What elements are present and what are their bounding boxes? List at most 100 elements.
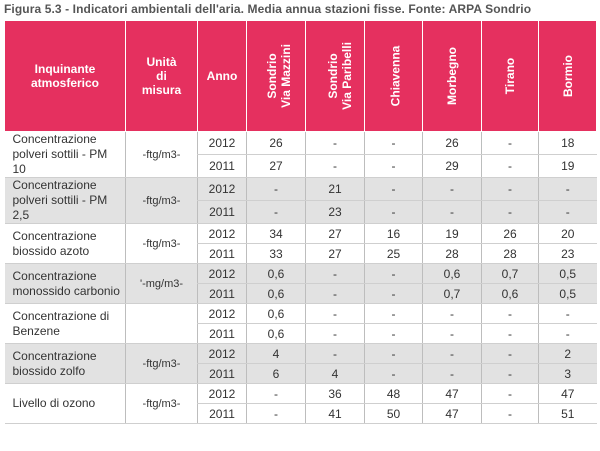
value-cell: - xyxy=(364,343,423,364)
value-cell: 33 xyxy=(246,243,306,264)
unit-of-measure: -ftg/m3- xyxy=(125,131,198,178)
table-row: 2011-41 50 47-51 xyxy=(5,403,597,424)
value-cell: - xyxy=(538,200,597,224)
header-station-bormio: Bormio xyxy=(538,20,597,132)
value-cell: - xyxy=(364,154,423,178)
value-cell: 34 xyxy=(246,223,306,244)
value-cell: 4 xyxy=(246,343,306,364)
value-cell: 0,6 xyxy=(246,303,306,324)
value-cell: 27 xyxy=(246,154,306,178)
pollutant-name: Concentrazione di Benzene xyxy=(4,303,126,344)
year-cell: 2011 xyxy=(197,200,247,224)
value-cell: - xyxy=(481,383,539,404)
value-cell: - xyxy=(305,303,365,324)
year-cell: 2011 xyxy=(197,403,247,424)
table-row: Concentrazione biossido zolfo -ftg/m3- 201… xyxy=(4,343,597,384)
value-cell: 3 xyxy=(538,363,597,384)
value-cell: - xyxy=(364,177,423,201)
value-cell: 36 xyxy=(305,383,365,404)
value-cell: - xyxy=(538,323,597,344)
value-cell: 6 xyxy=(246,363,306,384)
value-cell: 0,6 xyxy=(246,283,306,304)
unit-of-measure xyxy=(125,303,198,344)
year-cell: 2011 xyxy=(197,363,247,384)
value-cell: 47 xyxy=(422,383,482,404)
year-cell: 2012 xyxy=(197,343,247,364)
value-cell: 47 xyxy=(538,383,597,404)
unit-of-measure: -ftg/m3- xyxy=(125,343,198,384)
value-cell: - xyxy=(364,131,423,155)
value-cell: 47 xyxy=(422,403,482,424)
value-cell: - xyxy=(364,363,423,384)
value-cell: 16 xyxy=(364,223,423,244)
value-cell: 21 xyxy=(305,177,365,201)
value-cell: - xyxy=(246,383,306,404)
table-row: 2011 6 4- - -3 xyxy=(5,363,597,384)
unit-of-measure: -ftg/m3- xyxy=(125,223,198,264)
table-row: 2011-23- - - - xyxy=(5,200,597,224)
value-cell: - xyxy=(481,323,539,344)
value-cell: - xyxy=(481,200,539,224)
value-cell: 51 xyxy=(538,403,597,424)
value-cell: - xyxy=(305,154,365,178)
value-cell: - xyxy=(538,303,597,324)
value-cell: - xyxy=(364,263,423,284)
pollutant-name: Concentrazione polveri sottili - PM 10 xyxy=(4,131,126,178)
year-cell: 2012 xyxy=(197,383,247,404)
value-cell: 0,5 xyxy=(538,283,597,304)
pollutant-name: Concentrazione monossido carbonio xyxy=(4,263,126,304)
value-cell: 19 xyxy=(538,154,597,178)
value-cell: 0,5 xyxy=(538,263,597,284)
unit-of-measure: -ftg/m3- xyxy=(125,383,198,424)
header-station-sondrio-mazzini: Sondrio Via Mazzini xyxy=(246,20,306,132)
table-row: Concentrazione polveri sottili - PM 2,5 -… xyxy=(4,177,597,224)
value-cell: 23 xyxy=(305,200,365,224)
value-cell: 26 xyxy=(481,223,539,244)
value-cell: 4 xyxy=(305,363,365,384)
value-cell: - xyxy=(481,303,539,324)
value-cell: - xyxy=(422,303,482,324)
value-cell: 28 xyxy=(481,243,539,264)
value-cell: - xyxy=(481,131,539,155)
value-cell: - xyxy=(246,403,306,424)
value-cell: - xyxy=(246,200,306,224)
value-cell: 19 xyxy=(422,223,482,244)
year-cell: 2012 xyxy=(197,131,247,155)
value-cell: 26 xyxy=(246,131,306,155)
value-cell: 41 xyxy=(305,403,365,424)
value-cell: - xyxy=(481,403,539,424)
table-row: 2011 0,6- -0,7 0,6 0,5 xyxy=(5,283,597,304)
table-row: Concentrazione di Benzene 2012 0,6- - - - - xyxy=(4,303,597,344)
table-row: Livello di ozono -ftg/m3- 2012-36 48 47-47 xyxy=(4,383,597,424)
value-cell: 0,6 xyxy=(246,263,306,284)
header-year: Anno xyxy=(197,20,247,132)
header-unit: Unità di misura xyxy=(125,20,198,132)
value-cell: 48 xyxy=(364,383,423,404)
table-row: 2011 27- -29-19 xyxy=(5,154,597,178)
value-cell: - xyxy=(305,131,365,155)
value-cell: 0,6 xyxy=(246,323,306,344)
air-quality-table: Inquinante atmosferico Unità di misura A… xyxy=(4,20,597,424)
value-cell: 23 xyxy=(538,243,597,264)
table-row: 2011 33 27 25 28 28 23 xyxy=(5,243,597,264)
pollutant-name: Concentrazione polveri sottili - PM 2,5 xyxy=(4,177,126,224)
value-cell: 0,7 xyxy=(422,283,482,304)
value-cell: - xyxy=(305,343,365,364)
value-cell: - xyxy=(422,343,482,364)
table-row: Concentrazione polveri sottili - PM 10 -f… xyxy=(4,131,597,178)
table-row: Concentrazione biossido azoto -ftg/m3- 201… xyxy=(4,223,597,264)
header-station-tirano: Tirano xyxy=(481,20,539,132)
value-cell: 18 xyxy=(538,131,597,155)
value-cell: - xyxy=(481,343,539,364)
pollutant-name: Livello di ozono xyxy=(4,383,126,424)
value-cell: - xyxy=(305,323,365,344)
year-cell: 2011 xyxy=(197,323,247,344)
year-cell: 2012 xyxy=(197,223,247,244)
value-cell: 25 xyxy=(364,243,423,264)
header-station-sondrio-paribelli: Sondrio Via Paribelli xyxy=(305,20,365,132)
value-cell: - xyxy=(481,154,539,178)
value-cell: - xyxy=(422,323,482,344)
table-body: Concentrazione polveri sottili - PM 10 -f… xyxy=(4,131,597,424)
year-cell: 2012 xyxy=(197,303,247,324)
value-cell: - xyxy=(422,177,482,201)
